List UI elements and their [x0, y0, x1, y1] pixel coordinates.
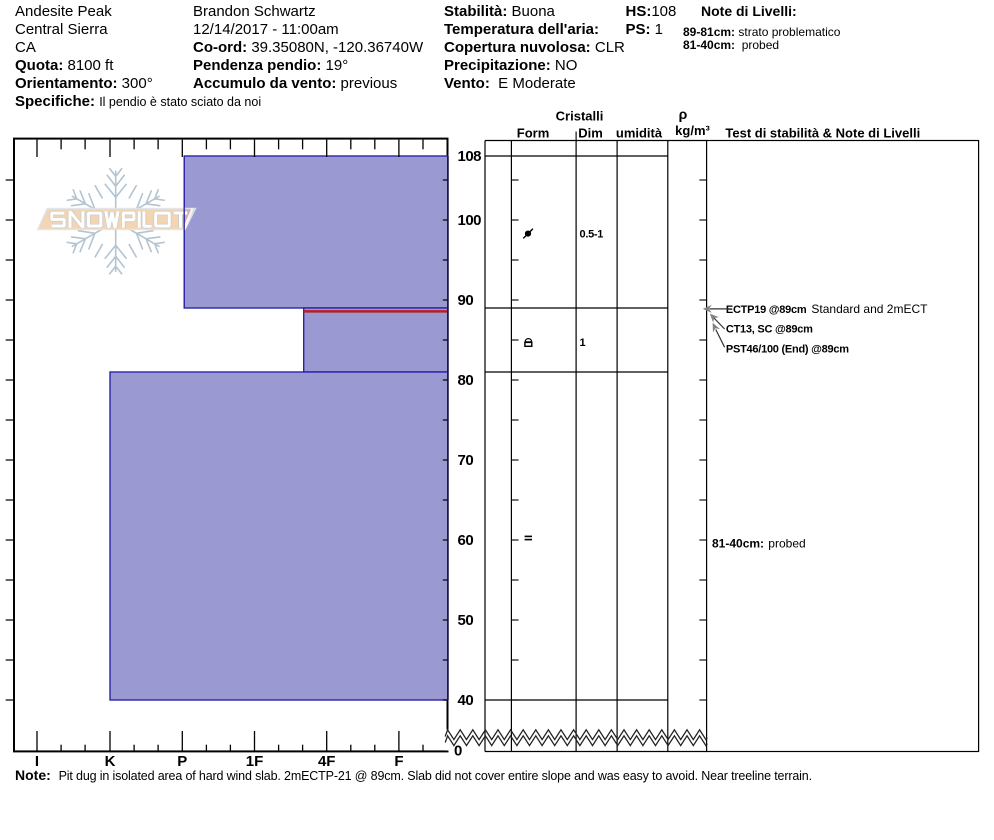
svg-text:Form: Form — [517, 126, 550, 141]
svg-text:CT13, SC @89cm: CT13, SC @89cm — [726, 324, 813, 336]
svg-text:P: P — [177, 753, 187, 770]
svg-text:4F: 4F — [318, 753, 336, 770]
svg-text:80: 80 — [458, 372, 474, 389]
svg-text:ρ: ρ — [679, 106, 688, 122]
svg-text:70: 70 — [458, 452, 474, 469]
svg-text:ECTP19 @89cm: ECTP19 @89cm — [726, 304, 807, 316]
svg-text:I: I — [35, 753, 39, 770]
svg-text:umidità: umidità — [616, 126, 663, 141]
svg-text:K: K — [105, 753, 116, 770]
svg-text:Standard and 2mECT: Standard and 2mECT — [811, 302, 928, 316]
svg-text:Test di stabilità & Note di Li: Test di stabilità & Note di Livelli — [725, 126, 920, 141]
svg-text:81-40cm:: 81-40cm: — [712, 536, 764, 550]
svg-text:0.5-1: 0.5-1 — [580, 229, 604, 241]
svg-text:probed: probed — [768, 536, 805, 550]
svg-text:0: 0 — [454, 742, 462, 759]
svg-text:Dim: Dim — [578, 126, 603, 141]
svg-text:90: 90 — [458, 292, 474, 309]
svg-text:Cristalli: Cristalli — [556, 109, 604, 124]
svg-text:100: 100 — [458, 212, 482, 229]
svg-text:F: F — [394, 753, 403, 770]
svg-text:60: 60 — [458, 532, 474, 549]
svg-text:40: 40 — [458, 692, 474, 709]
svg-text:50: 50 — [458, 612, 474, 629]
svg-text:108: 108 — [458, 148, 482, 165]
svg-text:kg/m³: kg/m³ — [675, 123, 710, 138]
svg-text:PST46/100 (End) @89cm: PST46/100 (End) @89cm — [726, 343, 849, 355]
svg-text:1F: 1F — [246, 753, 264, 770]
svg-text:1: 1 — [580, 337, 586, 349]
